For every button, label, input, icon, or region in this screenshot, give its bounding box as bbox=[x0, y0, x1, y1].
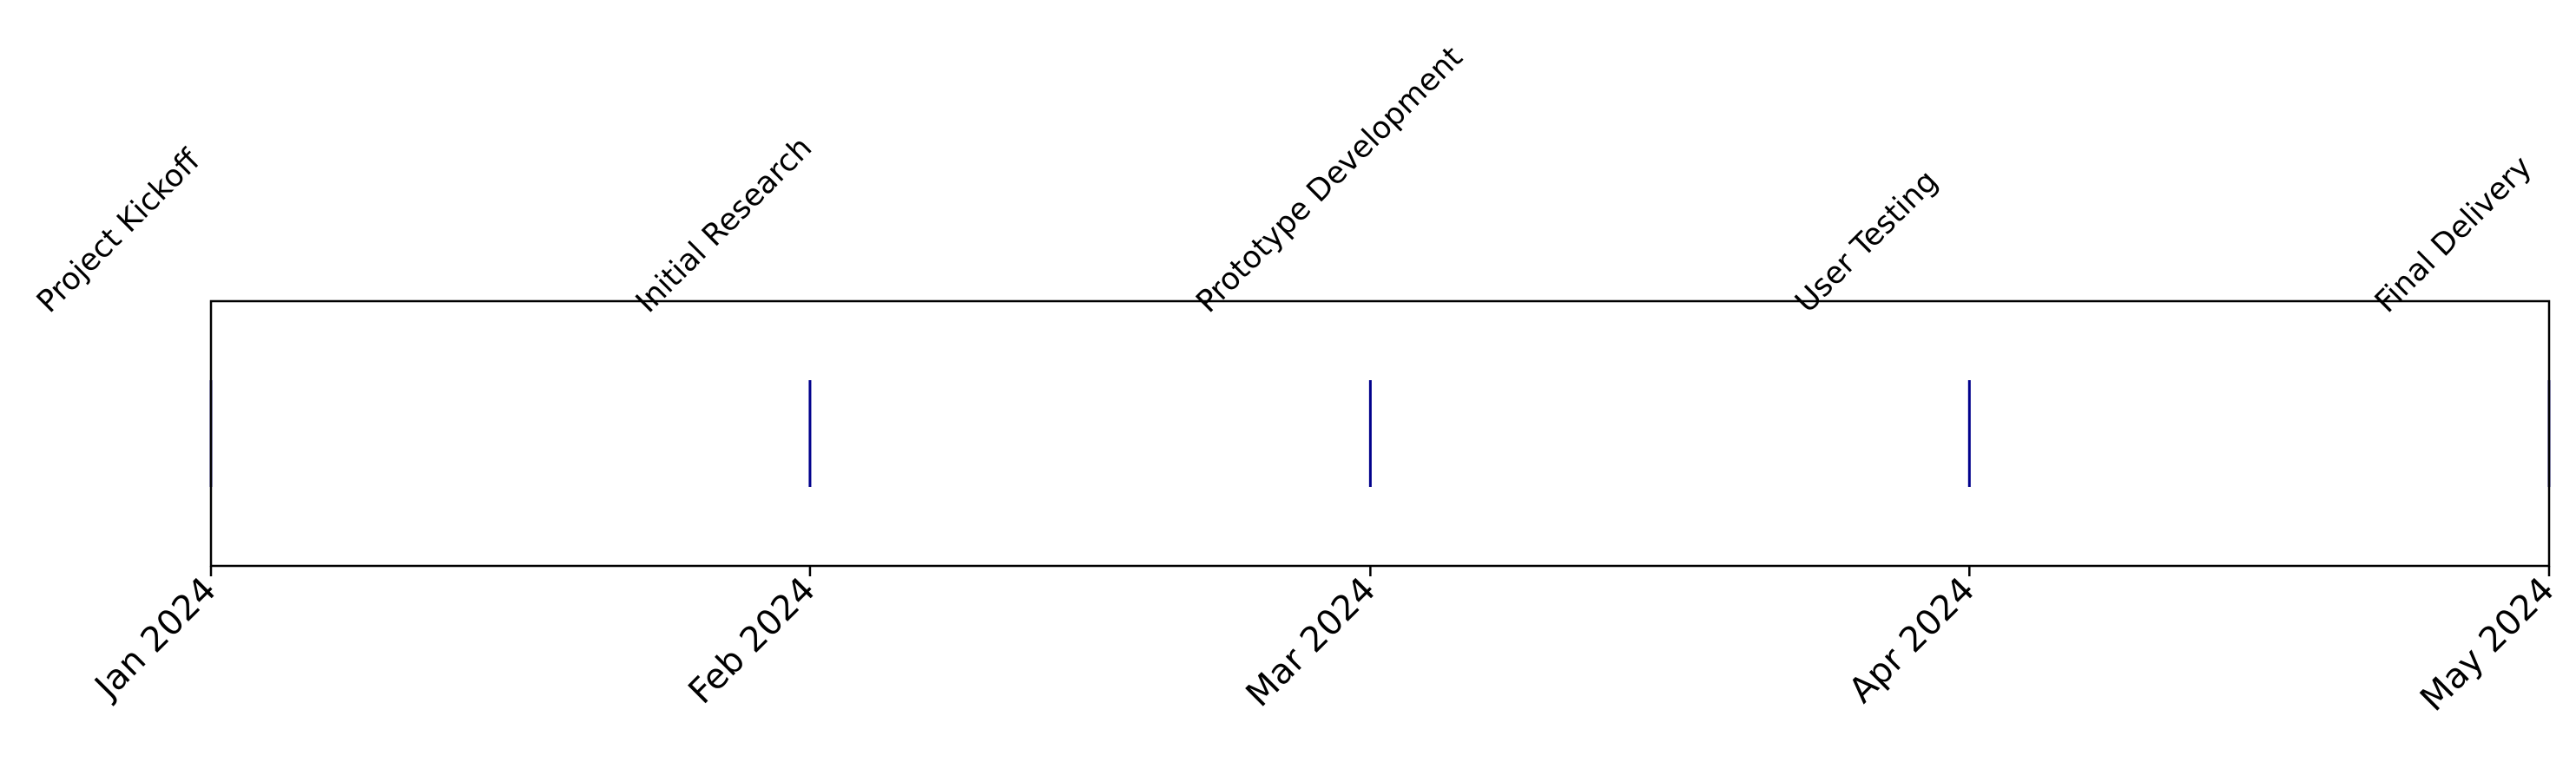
event-labels: Project Kickoff Initial Research Prototype… bbox=[30, 40, 2539, 319]
event-label-1: Project Kickoff bbox=[30, 143, 208, 320]
x-tick-label-5: May 2024 bbox=[2413, 570, 2562, 720]
x-tick-label-1: Jan 2024 bbox=[86, 570, 224, 708]
x-tick-label-2: Feb 2024 bbox=[681, 570, 823, 713]
event-label-4: User Testing bbox=[1789, 164, 1945, 320]
x-axis-ticks: Jan 2024 Feb 2024 Mar 2024 Apr 2024 May 2024 bbox=[86, 566, 2562, 720]
event-label-2: Initial Research bbox=[629, 130, 819, 319]
event-markers bbox=[209, 380, 2551, 487]
event-label-3: Prototype Development bbox=[1189, 40, 1469, 319]
event-label-5: Final Delivery bbox=[2368, 149, 2539, 319]
x-tick-label-3: Mar 2024 bbox=[1239, 570, 1384, 715]
plot-frame bbox=[209, 299, 2551, 568]
x-tick-label-4: Apr 2024 bbox=[1841, 570, 1982, 711]
